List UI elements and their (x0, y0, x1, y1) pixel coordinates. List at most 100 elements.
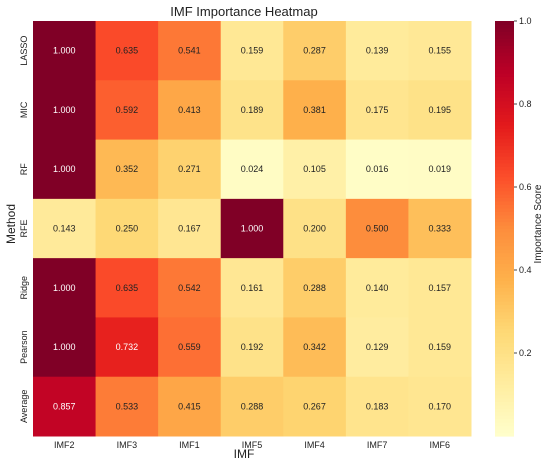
cell-value-label: 0.175 (366, 105, 389, 115)
heatmap-cell (158, 80, 222, 141)
cell-value-label: 0.159 (428, 342, 451, 352)
colorbar-segment (495, 148, 514, 154)
x-tick-label: IMF2 (54, 440, 75, 450)
cell-value-label: 0.542 (178, 283, 201, 293)
colorbar-segment (495, 325, 514, 330)
colorbar-segment (495, 228, 514, 233)
heatmap-cell (95, 80, 159, 141)
colorbar-segment (495, 76, 514, 81)
heatmap-cell (95, 21, 159, 81)
heatmap-cell (158, 258, 222, 318)
colorbar-segment (495, 117, 514, 122)
heatmap-cell (95, 317, 159, 378)
heatmap-cell (220, 258, 284, 318)
colorbar-segment (495, 218, 514, 223)
colorbar-segment (495, 65, 514, 71)
colorbar-segment (495, 55, 514, 60)
colorbar-segment (495, 45, 514, 50)
colorbar-segment (495, 391, 514, 396)
y-axis-label: Method (4, 204, 18, 244)
heatmap-cell (158, 317, 222, 378)
y-tick-label: Pearson (19, 330, 29, 364)
cell-value-label: 0.157 (428, 283, 451, 293)
heatmap-cell (283, 139, 347, 200)
heatmap-cell (220, 198, 284, 259)
colorbar-segment (495, 308, 514, 313)
colorbar-segment (495, 314, 514, 320)
cell-value-label: 1.000 (53, 342, 76, 352)
heatmap-cell (95, 258, 159, 318)
colorbar-segment (495, 145, 514, 150)
colorbar-segment (495, 349, 514, 354)
cell-value-label: 1.000 (53, 46, 76, 56)
cell-value-label: 1.000 (53, 164, 76, 174)
colorbar-segment (495, 121, 514, 126)
colorbar-segment (495, 114, 514, 119)
cell-value-label: 0.541 (178, 46, 201, 56)
cell-value-label: 0.129 (366, 342, 389, 352)
cell-value-label: 0.352 (116, 164, 139, 174)
cell-value-label: 0.559 (178, 342, 201, 352)
colorbar-segment (495, 173, 514, 178)
colorbar-segment (495, 342, 514, 347)
cell-value-label: 0.533 (116, 401, 139, 411)
colorbar-segment (495, 238, 514, 243)
colorbar-segment (495, 155, 514, 160)
cell-value-label: 0.155 (428, 46, 451, 56)
colorbar-segment (495, 110, 514, 115)
colorbar-segment (495, 59, 514, 64)
colorbar-segment (495, 138, 514, 143)
colorbar-segment (495, 359, 514, 364)
colorbar-label: Importance Score (533, 184, 544, 263)
colorbar-segment (495, 415, 514, 420)
y-tick-label: Average (19, 390, 29, 423)
colorbar-segment (495, 176, 514, 181)
cell-value-label: 0.170 (428, 401, 451, 411)
heatmap-cell (345, 317, 409, 378)
cell-value-label: 0.635 (116, 283, 139, 293)
cell-value-label: 0.592 (116, 105, 139, 115)
heatmap-cell (220, 21, 284, 81)
colorbar-segment (495, 328, 514, 333)
cell-value-label: 0.024 (241, 164, 264, 174)
colorbar: 0.2 0.4 0.6 0.8 1.0 (495, 16, 532, 437)
x-tick-label: IMF3 (117, 440, 138, 450)
cell-value-label: 0.105 (303, 164, 326, 174)
colorbar-segment (495, 346, 514, 351)
colorbar-segment (495, 332, 514, 337)
colorbar-segment (495, 200, 514, 205)
heatmap-cell (408, 198, 472, 259)
heatmap-cell (220, 139, 284, 200)
x-tick-label: IMF6 (429, 440, 450, 450)
heatmap-cell (33, 317, 97, 378)
heatmap-cell (283, 21, 347, 81)
colorbar-segment (495, 290, 514, 295)
heatmap-cell (33, 139, 97, 200)
colorbar-segment (495, 335, 514, 340)
colorbar-segment (495, 48, 514, 53)
cell-value-label: 0.333 (428, 224, 451, 234)
y-tick-label: RF (19, 163, 29, 175)
colorbar-segment (495, 79, 514, 84)
cell-value-label: 0.143 (53, 224, 76, 234)
colorbar-segment (495, 41, 514, 46)
colorbar-segment (495, 252, 514, 257)
colorbar-segment (495, 225, 514, 230)
colorbar-segment (495, 394, 514, 399)
colorbar-segment (495, 384, 514, 389)
cell-value-label: 0.161 (241, 283, 264, 293)
heatmap-cell (95, 376, 159, 437)
colorbar-tick-label: 0.4 (519, 265, 532, 275)
heatmap-cell (283, 198, 347, 259)
colorbar-segment (495, 401, 514, 406)
colorbar-segment (495, 211, 514, 216)
colorbar-segment (495, 24, 514, 29)
heatmap-cell (345, 80, 409, 141)
heatmap-cell (345, 198, 409, 259)
colorbar-segment (495, 294, 514, 299)
colorbar-segment (495, 276, 514, 281)
y-tick-label: Ridge (19, 276, 29, 300)
colorbar-segment (495, 263, 514, 268)
colorbar-segment (495, 135, 514, 140)
colorbar-segment (495, 273, 514, 278)
